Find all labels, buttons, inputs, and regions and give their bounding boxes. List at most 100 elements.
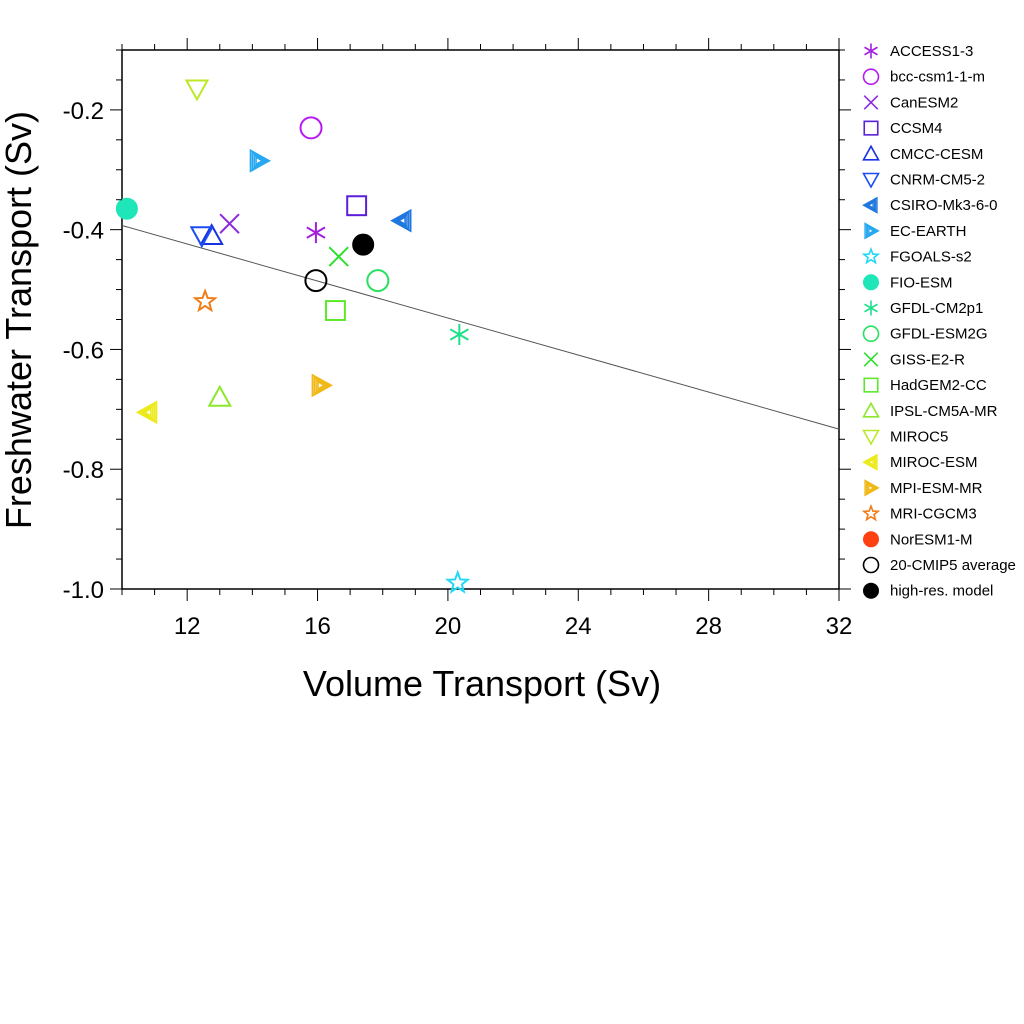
data-point — [219, 213, 240, 234]
data-point — [325, 300, 346, 321]
legend-item: ACCESS1-3 — [864, 43, 973, 60]
data-point — [199, 223, 224, 246]
legend-marker — [862, 556, 880, 574]
data-point — [390, 208, 412, 233]
regression-line — [121, 224, 840, 430]
legend-marker — [862, 401, 880, 418]
legend-marker — [861, 246, 881, 265]
legend-label: bcc-csm1-1-m — [890, 69, 985, 86]
legend-marker — [862, 144, 880, 161]
legend-marker — [863, 582, 879, 599]
legend-item: GISS-E2-R — [863, 351, 965, 368]
legend-label: NorESM1-M — [890, 531, 973, 548]
legend-marker — [863, 120, 879, 136]
y-tick-label: -1.0 — [63, 577, 104, 604]
legend-item: CSIRO-Mk3-6-0 — [862, 196, 998, 214]
x-axis-title: Volume Transport (Sv) — [303, 663, 661, 704]
legend-item: 20-CMIP5 average — [862, 556, 1016, 574]
data-markers — [115, 79, 471, 594]
data-point — [135, 400, 158, 425]
legend-item: CNRM-CM5-2 — [862, 172, 985, 189]
legend-item: MPI-ESM-MR — [864, 479, 983, 497]
data-point — [366, 269, 390, 293]
legend-item: FIO-ESM — [863, 274, 953, 291]
legend-label: EC-EARTH — [890, 223, 966, 240]
plot-frame — [121, 49, 840, 590]
data-point — [304, 269, 328, 293]
data-point — [449, 323, 469, 345]
data-point — [299, 116, 323, 140]
data-point — [207, 384, 232, 407]
data-point — [306, 222, 326, 244]
legend-item: bcc-csm1-1-m — [862, 68, 985, 86]
x-tick-label: 24 — [565, 613, 592, 640]
legend-item: CMCC-CESM — [862, 144, 983, 163]
legend-item: MIROC5 — [862, 429, 948, 446]
x-tick-label: 32 — [826, 613, 853, 640]
legend-marker — [864, 479, 880, 497]
x-tick-label: 16 — [304, 613, 331, 640]
legend-marker — [862, 196, 878, 214]
y-axis-title: Freshwater Transport (Sv) — [0, 111, 39, 529]
data-point — [352, 233, 375, 256]
legend-item: MRI-CGCM3 — [861, 503, 977, 523]
legend-label: CNRM-CM5-2 — [890, 172, 985, 189]
legend-item: EC-EARTH — [864, 222, 966, 240]
data-point — [346, 195, 368, 217]
regression-line-group — [121, 224, 840, 430]
legend-marker — [863, 95, 879, 110]
y-tick-label: -0.8 — [63, 457, 104, 484]
plot-border — [121, 49, 840, 590]
legend-label: IPSL-CM5A-MR — [890, 403, 998, 420]
data-point — [189, 226, 215, 249]
legend-label: FGOALS-s2 — [890, 249, 972, 266]
legend-marker — [863, 274, 879, 291]
legend-item: NorESM1-M — [863, 531, 973, 548]
legend-label: GISS-E2-R — [890, 351, 965, 368]
data-point — [249, 148, 272, 173]
legend-marker — [861, 503, 881, 522]
legend-item: HadGEM2-CC — [863, 377, 987, 394]
legend-label: high-res. model — [890, 583, 993, 600]
legend-label: CanESM2 — [890, 94, 958, 111]
x-tick-label: 20 — [435, 613, 462, 640]
legend-label: CSIRO-Mk3-6-0 — [890, 197, 998, 214]
legend-item: IPSL-CM5A-MR — [862, 401, 998, 420]
y-tick-label: -0.2 — [63, 98, 104, 125]
data-point — [184, 79, 210, 102]
legend-item: FGOALS-s2 — [861, 246, 972, 266]
legend-label: GFDL-ESM2G — [890, 326, 988, 343]
data-point — [115, 197, 138, 220]
legend-marker — [864, 43, 878, 59]
legend: ACCESS1-3 bcc-csm1-1-m CanESM2 CCSM4 CMCC-CE… — [861, 43, 1016, 600]
legend-item: GFDL-CM2p1 — [864, 300, 983, 317]
y-tick-label: -0.6 — [63, 337, 104, 364]
legend-label: MRI-CGCM3 — [890, 506, 977, 523]
legend-label: MIROC5 — [890, 429, 948, 446]
legend-label: ACCESS1-3 — [890, 43, 973, 60]
legend-label: CMCC-CESM — [890, 146, 983, 163]
data-point — [328, 246, 349, 267]
legend-marker — [862, 453, 878, 471]
legend-marker — [864, 222, 880, 240]
legend-label: HadGEM2-CC — [890, 377, 987, 394]
legend-label: CCSM4 — [890, 120, 943, 137]
x-axis-ticks: 12 16 20 24 28 32 — [121, 38, 853, 640]
legend-label: FIO-ESM — [890, 274, 953, 291]
legend-marker — [863, 352, 879, 367]
legend-item: high-res. model — [863, 582, 993, 600]
y-axis-ticks: -1.0 -0.8 -0.6 -0.4 -0.2 — [63, 49, 851, 604]
data-point — [192, 288, 218, 313]
legend-label: MIROC-ESM — [890, 454, 978, 471]
legend-item: MIROC-ESM — [862, 453, 978, 471]
legend-marker — [863, 531, 879, 548]
legend-marker — [864, 300, 878, 316]
x-tick-label: 28 — [695, 613, 722, 640]
legend-marker — [863, 377, 879, 393]
legend-marker — [862, 325, 880, 343]
legend-marker — [862, 429, 880, 446]
legend-label: MPI-ESM-MR — [890, 480, 983, 497]
legend-label: 20-CMIP5 average — [890, 557, 1016, 574]
legend-marker — [862, 172, 880, 189]
data-point — [444, 569, 471, 594]
